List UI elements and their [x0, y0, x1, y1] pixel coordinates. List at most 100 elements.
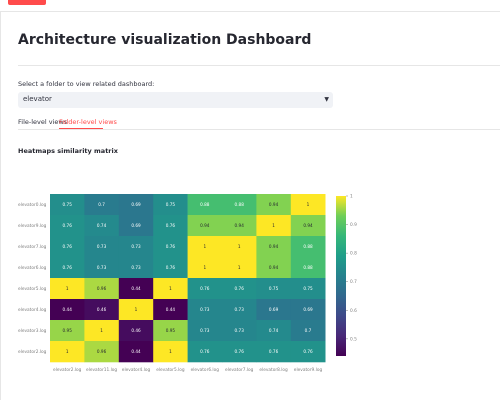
heatmap-cell-label: 0.76 [63, 223, 73, 228]
heatmap-cell-label: 0.95 [166, 328, 176, 333]
heatmap-cell [290, 236, 326, 258]
top-bar [0, 0, 500, 12]
heatmap-cell [256, 194, 292, 216]
heatmap-cell-label: 1 [203, 265, 206, 270]
heatmap-cell [222, 320, 257, 342]
heatmap-cell-label: 0.73 [131, 265, 141, 270]
heatmap-cell [187, 257, 223, 279]
x-tick-label: elevator2.log [53, 367, 82, 373]
heatmap-cell [153, 236, 188, 258]
heatmap-cell [50, 278, 85, 300]
heatmap-cell-label: 0.75 [63, 202, 73, 207]
heatmap-cell [84, 320, 120, 342]
heatmap-cell [50, 215, 85, 237]
heatmap-cell [118, 341, 154, 363]
heatmap-chart: 0.75 0.7 0.69 0.75 0.88 0.88 0.94 1 0.76 0.74 0.69… [18, 194, 357, 374]
x-tick-label: elevator11.log [86, 367, 117, 373]
heatmap-cell [222, 194, 257, 216]
y-tick-label: elevator0.log [18, 202, 47, 208]
heatmap-cell [256, 299, 292, 321]
heatmap-cell-label: 0.76 [269, 349, 279, 354]
heatmap-cell-label: 0.76 [303, 349, 313, 354]
heatmap-cell-label: 0.76 [200, 349, 210, 354]
heatmap-cell [187, 236, 223, 258]
x-tick-label: elevator9.log [294, 367, 323, 373]
heatmap-cell-label: 0.73 [97, 265, 107, 270]
heatmap-cell-label: 1 [272, 223, 275, 228]
heatmap-cell [222, 299, 257, 321]
tab-folder-level-views[interactable]: Folder-level views [59, 118, 117, 126]
heatmap-cell [50, 236, 85, 258]
heatmap-cell [84, 299, 120, 321]
y-tick-label: elevator2.log [18, 349, 47, 355]
heatmap-cell [153, 320, 188, 342]
heatmap-cell [84, 194, 120, 216]
heatmap-cell-label: 0.94 [269, 265, 279, 270]
heatmap-cell [290, 278, 326, 300]
heatmap-title: Heatmaps similarity matrix [18, 147, 118, 155]
heatmap-cell [118, 236, 154, 258]
heatmap-cell-label: 0.7 [305, 328, 312, 333]
heatmap-cell-label: 0.76 [166, 244, 176, 249]
heatmap-cell [222, 236, 257, 258]
heatmap-cell-label: 0.94 [269, 202, 279, 207]
heatmap-cell-label: 0.44 [131, 286, 141, 291]
heatmap-cell [256, 341, 292, 363]
heatmap-cell [84, 215, 120, 237]
heatmap-cell-label: 0.96 [97, 349, 107, 354]
heatmap-cell-label: 0.69 [269, 307, 279, 312]
heatmap-cell-label: 0.88 [200, 202, 210, 207]
heatmap-cell [50, 299, 85, 321]
heatmap-cell-label: 0.88 [303, 244, 313, 249]
colorbar-tick-label: 0.5 [350, 336, 357, 342]
heatmap-cell [153, 278, 188, 300]
heatmap-cell-label: 0.94 [200, 223, 210, 228]
heatmap-cell-label: 0.74 [97, 223, 107, 228]
heatmap-cell-label: 0.73 [200, 307, 210, 312]
heatmap-cell [222, 341, 257, 363]
heatmap-cell [153, 194, 188, 216]
tab-file-level-views[interactable]: File-level views [18, 118, 68, 126]
y-tick-label: elevator4.log [18, 307, 47, 313]
heatmap-cell-label: 0.76 [166, 265, 176, 270]
heatmap-cell [84, 278, 120, 300]
heatmap-cell [187, 320, 223, 342]
x-tick-label: elevator4.log [122, 367, 151, 373]
heatmap-cell [118, 257, 154, 279]
x-tick-label: elevator7.log [225, 367, 254, 373]
heatmap-cell [153, 341, 188, 363]
colorbar-tick-label: 1 [350, 194, 353, 200]
heatmap-cell-label: 1 [238, 265, 241, 270]
heatmap-cell [222, 257, 257, 279]
heatmap-cell [153, 257, 188, 279]
heatmap-cell [50, 257, 85, 279]
heatmap-cell-label: 0.46 [131, 328, 141, 333]
heatmap-cell [50, 194, 85, 216]
heatmap-cell-label: 0.44 [131, 349, 141, 354]
heatmap-cell-label: 0.95 [63, 328, 73, 333]
heatmap-cell [290, 194, 326, 216]
heatmap-cell-label: 1 [66, 286, 69, 291]
folder-select[interactable]: elevator ▼ [18, 92, 333, 108]
heatmap-cell-label: 0.75 [166, 202, 176, 207]
heatmap-cell [290, 215, 326, 237]
heatmap-cell-label: 0.94 [235, 223, 245, 228]
heatmap-cell [50, 320, 85, 342]
colorbar-tick-label: 0.8 [350, 251, 357, 257]
heatmap-cell-label: 0.94 [269, 244, 279, 249]
heatmap-cell-label: 0.76 [235, 349, 245, 354]
x-tick-label: elevator5.log [156, 367, 185, 373]
heatmap-cell [187, 194, 223, 216]
heatmap-cell-label: 0.73 [131, 244, 141, 249]
heatmap-cell-label: 0.44 [63, 307, 73, 312]
colorbar [336, 196, 346, 356]
heatmap-cell [50, 341, 85, 363]
left-border [0, 12, 1, 400]
heatmap-cell-label: 1 [169, 286, 172, 291]
folder-select-value: elevator [23, 95, 52, 103]
heatmap-cell [84, 341, 120, 363]
y-tick-label: elevator7.log [18, 244, 47, 250]
page-title: Architecture visualization Dashboard [18, 32, 312, 48]
heatmap-cell [222, 278, 257, 300]
heatmap-cell-label: 0.76 [166, 223, 176, 228]
